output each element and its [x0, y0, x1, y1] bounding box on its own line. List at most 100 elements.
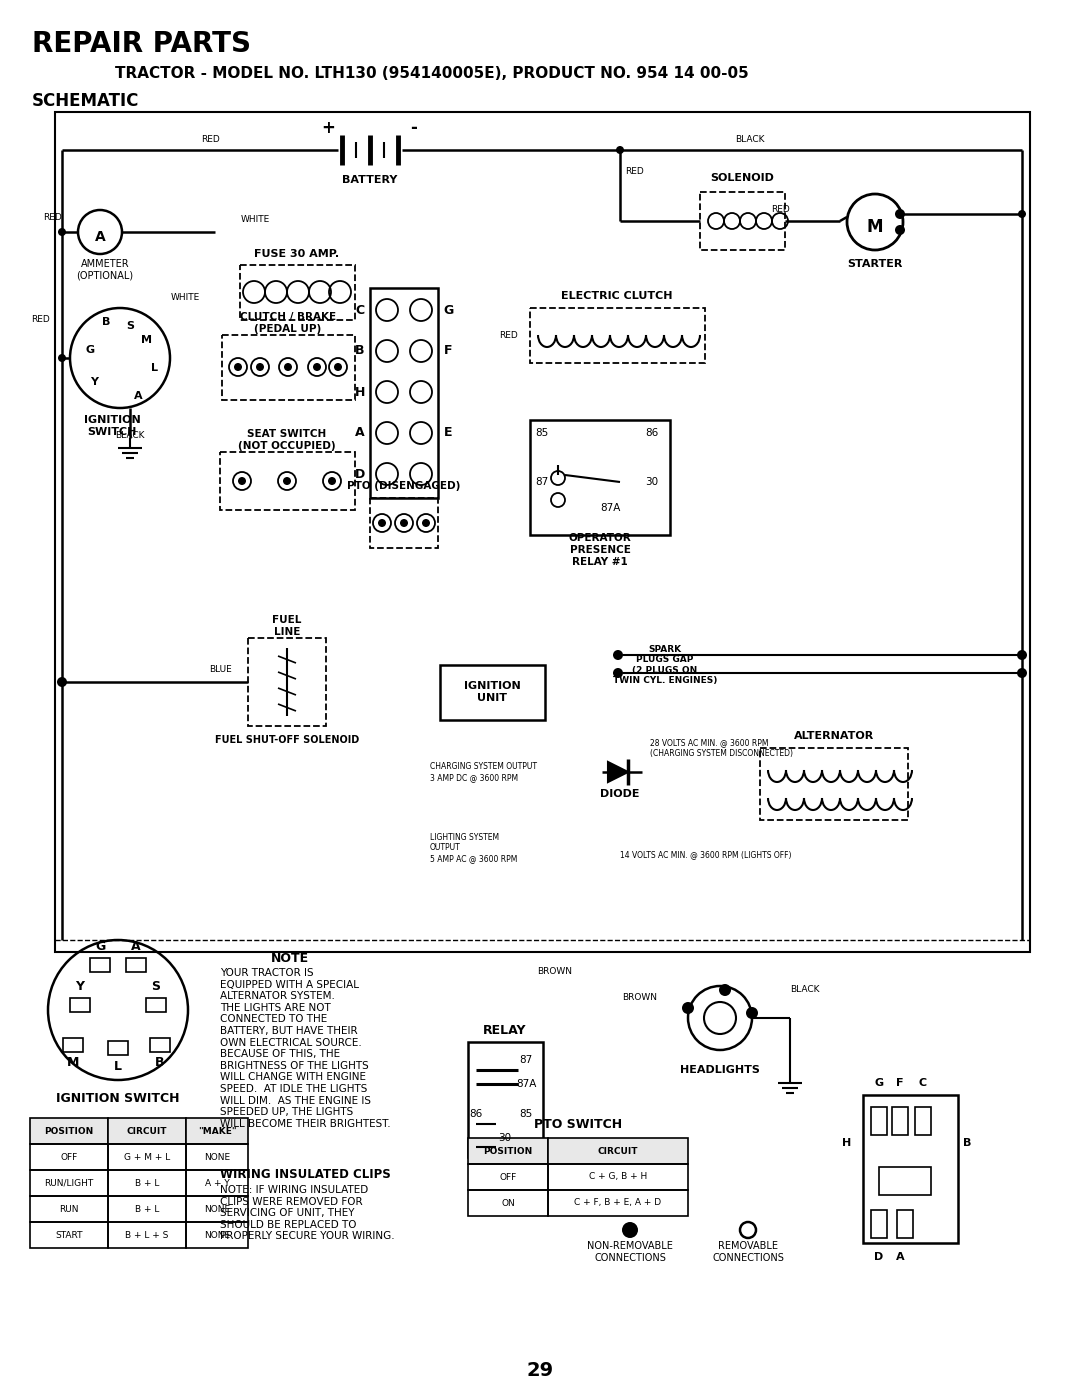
Bar	[146, 997, 166, 1011]
Bar	[879, 1166, 931, 1194]
Text: RED: RED	[771, 205, 789, 215]
Text: S: S	[151, 981, 161, 993]
Bar	[870, 1106, 887, 1134]
Bar	[108, 1144, 186, 1171]
Bar	[126, 958, 146, 972]
Text: A: A	[895, 1252, 904, 1261]
Text: 85: 85	[519, 1109, 532, 1119]
Circle shape	[422, 520, 430, 527]
Text: A: A	[95, 231, 106, 244]
Text: 86: 86	[470, 1109, 483, 1119]
Bar	[548, 1139, 688, 1164]
Bar	[915, 1106, 931, 1134]
Bar	[222, 335, 355, 400]
Text: HEADLIGHTS: HEADLIGHTS	[680, 1065, 760, 1076]
Text: S: S	[126, 321, 134, 331]
Text: IGNITION
SWITCH: IGNITION SWITCH	[83, 415, 140, 437]
Text: 87: 87	[519, 1055, 532, 1065]
Text: L: L	[151, 363, 159, 373]
Bar	[897, 1210, 913, 1238]
Text: OPERATOR
PRESENCE
RELAY #1: OPERATOR PRESENCE RELAY #1	[569, 534, 632, 567]
Text: FUSE 30 AMP.: FUSE 30 AMP.	[255, 249, 339, 258]
Bar	[30, 1118, 108, 1144]
Bar	[150, 1038, 170, 1052]
Circle shape	[616, 147, 624, 154]
Text: G: G	[95, 940, 105, 954]
Text: G + M + L: G + M + L	[124, 1153, 171, 1161]
Circle shape	[740, 1222, 756, 1238]
Text: OFF: OFF	[499, 1172, 516, 1182]
Text: RED: RED	[625, 168, 644, 176]
Text: A: A	[355, 426, 365, 440]
Text: IGNITION
UNIT: IGNITION UNIT	[463, 682, 521, 703]
Text: SCHEMATIC: SCHEMATIC	[32, 92, 139, 110]
Circle shape	[234, 363, 242, 372]
Text: PTO (DISENGAGED): PTO (DISENGAGED)	[348, 481, 461, 490]
Text: G: G	[85, 345, 95, 355]
Text: REPAIR PARTS: REPAIR PARTS	[32, 29, 251, 59]
Circle shape	[256, 363, 264, 372]
Text: NON-REMOVABLE
CONNECTIONS: NON-REMOVABLE CONNECTIONS	[588, 1241, 673, 1263]
Text: FUEL SHUT-OFF SOLENOID: FUEL SHUT-OFF SOLENOID	[215, 735, 360, 745]
Text: D: D	[875, 1252, 883, 1261]
Text: FUEL
LINE: FUEL LINE	[272, 615, 301, 637]
Text: H: H	[842, 1139, 852, 1148]
Bar	[700, 191, 785, 250]
Bar	[468, 1139, 548, 1164]
Text: BROWN: BROWN	[538, 968, 572, 977]
Circle shape	[58, 228, 66, 236]
Text: B: B	[156, 1056, 165, 1070]
Text: A: A	[134, 391, 143, 401]
Text: G: G	[875, 1078, 883, 1088]
Circle shape	[283, 476, 291, 485]
Bar	[55, 112, 1030, 951]
Text: E: E	[444, 426, 453, 440]
Text: ELECTRIC CLUTCH: ELECTRIC CLUTCH	[562, 291, 673, 300]
Text: ON: ON	[501, 1199, 515, 1207]
Text: B: B	[355, 345, 365, 358]
Text: STARTER: STARTER	[848, 258, 903, 270]
Circle shape	[284, 363, 292, 372]
Text: NOTE: NOTE	[271, 951, 309, 965]
Text: CIRCUIT: CIRCUIT	[126, 1126, 167, 1136]
Bar	[530, 420, 670, 535]
Bar	[30, 1144, 108, 1171]
Text: C: C	[919, 1078, 927, 1088]
Text: NONE: NONE	[204, 1153, 230, 1161]
Bar	[186, 1144, 248, 1171]
Text: NONE: NONE	[204, 1231, 230, 1239]
Text: L: L	[114, 1059, 122, 1073]
Text: BLACK: BLACK	[735, 136, 765, 144]
Text: F: F	[444, 345, 453, 358]
Text: WIRING INSULATED CLIPS: WIRING INSULATED CLIPS	[220, 1168, 391, 1180]
Text: 28 VOLTS AC MIN. @ 3600 RPM
(CHARGING SYSTEM DISCONNECTED): 28 VOLTS AC MIN. @ 3600 RPM (CHARGING SY…	[650, 738, 793, 757]
Text: POSITION: POSITION	[44, 1126, 94, 1136]
Bar	[108, 1171, 186, 1196]
Text: A: A	[131, 940, 140, 954]
Bar	[108, 1222, 186, 1248]
Text: SPARK
PLUGS GAP
(2 PLUGS ON
TWIN CYL. ENGINES): SPARK PLUGS GAP (2 PLUGS ON TWIN CYL. EN…	[612, 645, 717, 685]
Circle shape	[895, 210, 905, 219]
Bar	[108, 1118, 186, 1144]
Bar	[30, 1222, 108, 1248]
Bar	[863, 1095, 958, 1243]
Text: CIRCUIT: CIRCUIT	[597, 1147, 638, 1155]
Text: CLUTCH / BRAKE
(PEDAL UP): CLUTCH / BRAKE (PEDAL UP)	[240, 312, 336, 334]
Text: RUN/LIGHT: RUN/LIGHT	[44, 1179, 94, 1187]
Text: B + L: B + L	[135, 1179, 159, 1187]
Bar	[186, 1222, 248, 1248]
Bar	[370, 288, 438, 497]
Bar	[108, 1196, 186, 1222]
Circle shape	[681, 1002, 694, 1014]
Text: RED: RED	[201, 136, 219, 144]
Text: M: M	[867, 218, 883, 236]
Circle shape	[622, 1222, 638, 1238]
Text: NOTE: IF WIRING INSULATED
CLIPS WERE REMOVED FOR
SERVICING OF UNIT, THEY
SHOULD : NOTE: IF WIRING INSULATED CLIPS WERE REM…	[220, 1185, 394, 1242]
Bar	[370, 497, 438, 548]
Text: 30: 30	[499, 1133, 512, 1143]
Text: C + G, B + H: C + G, B + H	[589, 1172, 647, 1182]
Text: 30: 30	[646, 476, 659, 488]
Text: M: M	[67, 1056, 79, 1070]
Bar	[548, 1164, 688, 1190]
Text: IGNITION SWITCH: IGNITION SWITCH	[56, 1091, 179, 1105]
